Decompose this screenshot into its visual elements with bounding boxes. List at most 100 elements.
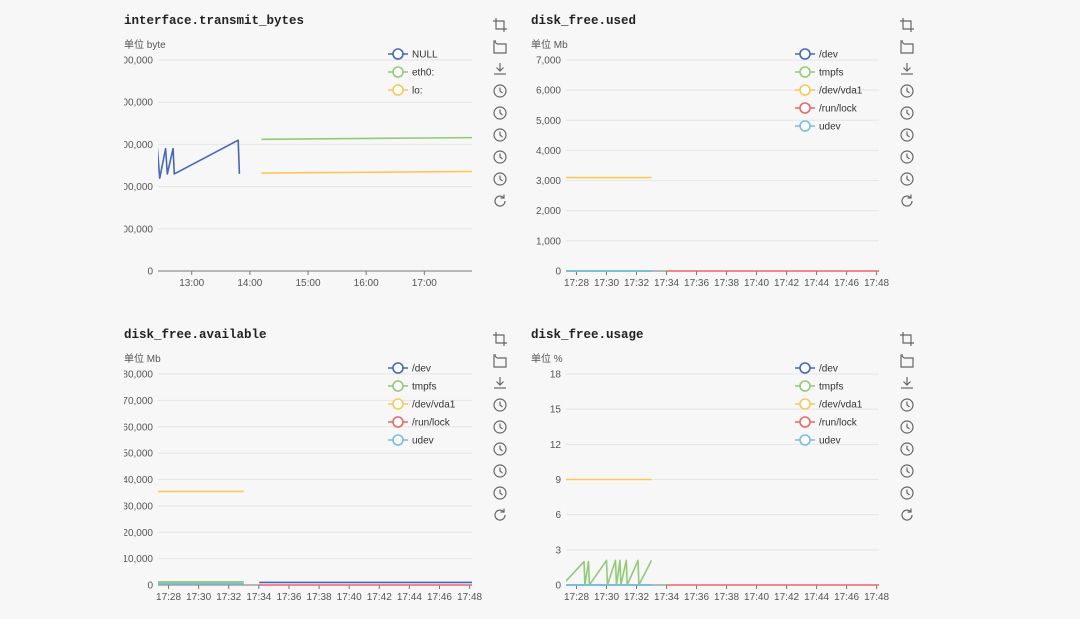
x-tick-label: 17:48 <box>864 278 889 289</box>
y-tick-label: 12 <box>550 440 562 451</box>
y-tick-label: 7,000 <box>536 56 561 67</box>
legend-label: /dev/vda1 <box>412 400 456 411</box>
legend-item[interactable]: /dev/vda1 <box>388 398 456 411</box>
refresh-icon[interactable] <box>899 193 915 209</box>
clock-icon[interactable] <box>899 485 915 501</box>
y-tick-label: 0 <box>555 581 561 592</box>
legend-item[interactable]: /dev <box>795 362 838 375</box>
crop-icon[interactable] <box>492 17 508 33</box>
legend-item[interactable]: /dev/vda1 <box>795 398 863 411</box>
x-tick-label: 17:46 <box>834 278 859 289</box>
legend-item[interactable]: udev <box>795 120 841 133</box>
legend-item[interactable]: eth0: <box>388 66 434 79</box>
refresh-icon[interactable] <box>492 507 508 523</box>
legend-label: NULL <box>412 50 438 61</box>
clock-icon[interactable] <box>492 149 508 165</box>
refresh-icon[interactable] <box>492 193 508 209</box>
legend-item[interactable]: /run/lock <box>795 416 858 429</box>
clock-icon[interactable] <box>492 441 508 457</box>
download-icon[interactable] <box>492 61 508 77</box>
clock-icon[interactable] <box>492 83 508 99</box>
x-tick-label: 17:40 <box>337 592 362 603</box>
legend-swatch-marker <box>799 102 811 114</box>
clock-icon[interactable] <box>899 441 915 457</box>
legend-item[interactable]: udev <box>388 434 434 447</box>
x-tick-label: 17:36 <box>684 278 709 289</box>
clock-icon[interactable] <box>899 397 915 413</box>
x-tick-label: 17:34 <box>654 278 679 289</box>
refresh-icon[interactable] <box>899 507 915 523</box>
legend-item[interactable]: NULL <box>388 48 438 61</box>
x-tick-label: 17:46 <box>427 592 452 603</box>
legend-label: udev <box>819 436 841 447</box>
legend-item[interactable]: lo: <box>388 84 423 97</box>
legend-swatch-marker <box>392 416 404 428</box>
y-tick-label: 80,000 <box>124 370 153 381</box>
clock-icon[interactable] <box>492 127 508 143</box>
clock-icon[interactable] <box>492 397 508 413</box>
x-tick-label: 17:40 <box>744 592 769 603</box>
download-icon[interactable] <box>899 61 915 77</box>
y-tick-label: 50,000 <box>124 449 153 460</box>
clock-icon[interactable] <box>899 419 915 435</box>
legend-swatch-marker <box>392 48 404 60</box>
download-icon[interactable] <box>899 375 915 391</box>
legend-item[interactable]: /run/lock <box>795 102 858 115</box>
clock-icon[interactable] <box>492 105 508 121</box>
clock-icon[interactable] <box>492 419 508 435</box>
legend-label: /dev <box>412 364 431 375</box>
chart-panel-disk-usage: disk_free.usage 单位 % 0 3 6 9 12 15 18 17:28 17:3… <box>531 328 931 619</box>
undo-crop-icon[interactable] <box>492 353 508 369</box>
y-tick-label: 20,000 <box>124 528 153 539</box>
x-tick-label: 13:00 <box>179 278 204 289</box>
y-tick-label: 60,000 <box>124 422 153 433</box>
clock-icon[interactable] <box>899 149 915 165</box>
x-tick-label: 17:42 <box>367 592 392 603</box>
legend-item[interactable]: /dev <box>388 362 431 375</box>
chart-panel-disk-used: disk_free.used 单位 Mb 0 1,000 2,000 3,000 4,0… <box>531 14 931 314</box>
y-tick-label: 30,000 <box>124 501 153 512</box>
clock-icon[interactable] <box>492 485 508 501</box>
x-tick-label: 17:44 <box>804 278 829 289</box>
legend-item[interactable]: udev <box>795 434 841 447</box>
x-tick-label: 15:00 <box>296 278 321 289</box>
chart-unit-label: 单位 Mb <box>531 40 568 51</box>
undo-crop-icon[interactable] <box>492 39 508 55</box>
legend-label: /run/lock <box>819 104 858 115</box>
crop-icon[interactable] <box>899 331 915 347</box>
chart-title: disk_free.usage <box>531 328 644 342</box>
legend-item[interactable]: /dev/vda1 <box>795 84 863 97</box>
undo-crop-icon[interactable] <box>899 353 915 369</box>
clock-icon[interactable] <box>899 105 915 121</box>
clock-icon[interactable] <box>899 83 915 99</box>
legend-label: udev <box>819 122 841 133</box>
y-tick-label: 70,000 <box>124 396 153 407</box>
crop-icon[interactable] <box>899 17 915 33</box>
x-tick-label: 17:48 <box>457 592 482 603</box>
x-tick-label: 14:00 <box>237 278 262 289</box>
series-line <box>158 139 241 179</box>
y-tick-label: 3 <box>555 545 561 556</box>
legend-item[interactable]: tmpfs <box>795 380 843 393</box>
y-tick-label: 0 <box>555 267 561 278</box>
legend-item[interactable]: tmpfs <box>795 66 843 79</box>
crop-icon[interactable] <box>492 331 508 347</box>
undo-crop-icon[interactable] <box>899 39 915 55</box>
clock-icon[interactable] <box>899 463 915 479</box>
clock-icon[interactable] <box>899 127 915 143</box>
download-icon[interactable] <box>492 375 508 391</box>
y-tick-label: 2,000 <box>536 206 561 217</box>
legend-label: /run/lock <box>819 418 858 429</box>
legend-label: eth0: <box>412 68 434 79</box>
legend-item[interactable]: tmpfs <box>388 380 436 393</box>
legend-item[interactable]: /run/lock <box>388 416 451 429</box>
legend-item[interactable]: /dev <box>795 48 838 61</box>
chart-svg: 0 3 6 9 12 15 18 17:28 17:30 17:32 17:34 17:36 17:38… <box>550 362 890 603</box>
clock-icon[interactable] <box>492 463 508 479</box>
clock-icon[interactable] <box>492 171 508 187</box>
legend-swatch-marker <box>799 380 811 392</box>
clock-icon[interactable] <box>899 171 915 187</box>
x-tick-label: 17:44 <box>397 592 422 603</box>
x-tick-label: 17:30 <box>594 278 619 289</box>
